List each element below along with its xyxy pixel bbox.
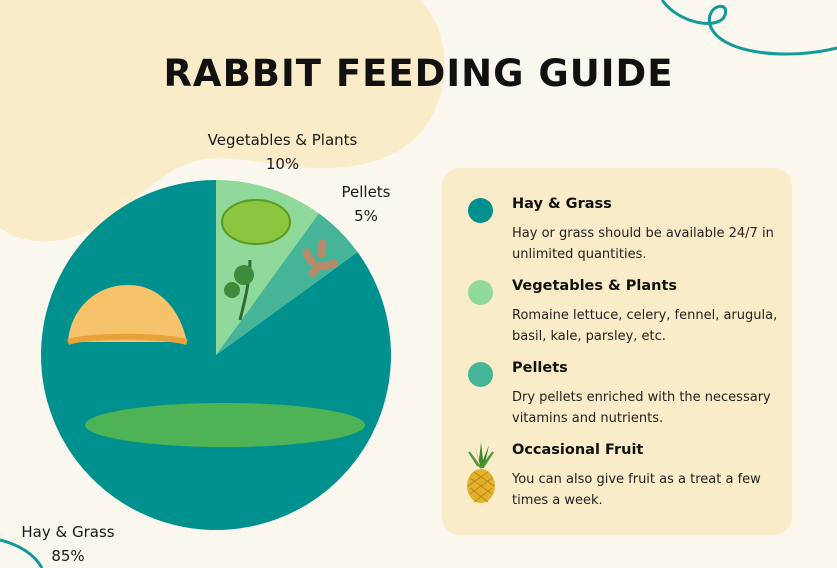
parsley-leaf-icon [234,265,254,285]
pellet-icon [319,259,339,271]
parsley-leaf-icon [224,282,240,298]
slice-label-value: 5% [354,207,378,225]
legend-desc: Dry pellets enriched with the necessary … [512,390,771,426]
parsley-stem-icon [238,259,252,321]
legend-desc: Hay or grass should be available 24/7 in… [512,226,774,262]
pineapple-icon [467,442,495,503]
slice-label-hay: Hay & Grass 85% [8,520,128,568]
legend-desc: You can also give fruit as a treat a few… [512,472,761,508]
grass-patch-icon [85,403,365,447]
slice-label-name: Pellets [341,183,391,201]
page-title: RABBIT FEEDING GUIDE [163,52,674,95]
pellets-color-dot-icon [468,362,493,387]
pellet-icon [302,248,316,266]
pellet-icon [317,239,327,259]
squiggle-bottom-left [0,538,44,568]
legend-title: Hay & Grass [512,196,612,212]
slice-label-pellets: Pellets 5% [326,180,406,228]
hay-pile-base-icon [67,333,188,345]
legend-panel: Hay & Grass Hay or grass should be avail… [442,168,792,535]
vegetables-color-dot-icon [468,280,493,305]
squiggle-top-right [660,0,837,56]
lettuce-icon [221,199,291,245]
legend-title: Pellets [512,360,568,376]
slice-label-value: 85% [51,547,85,565]
cream-blob [0,0,445,242]
legend-title: Vegetables & Plants [512,278,678,294]
slice-label-vegetables: Vegetables & Plants 10% [185,128,380,176]
hay-pile-icon [68,285,187,342]
slice-label-value: 10% [265,155,300,173]
slice-label-name: Hay & Grass [21,523,115,541]
pellet-icon [308,260,324,278]
hay-color-dot-icon [468,198,493,223]
legend-desc: Romaine lettuce, celery, fennel, arugula… [512,308,778,344]
legend-title: Occasional Fruit [512,442,644,458]
slice-label-name: Vegetables & Plants [207,131,358,149]
